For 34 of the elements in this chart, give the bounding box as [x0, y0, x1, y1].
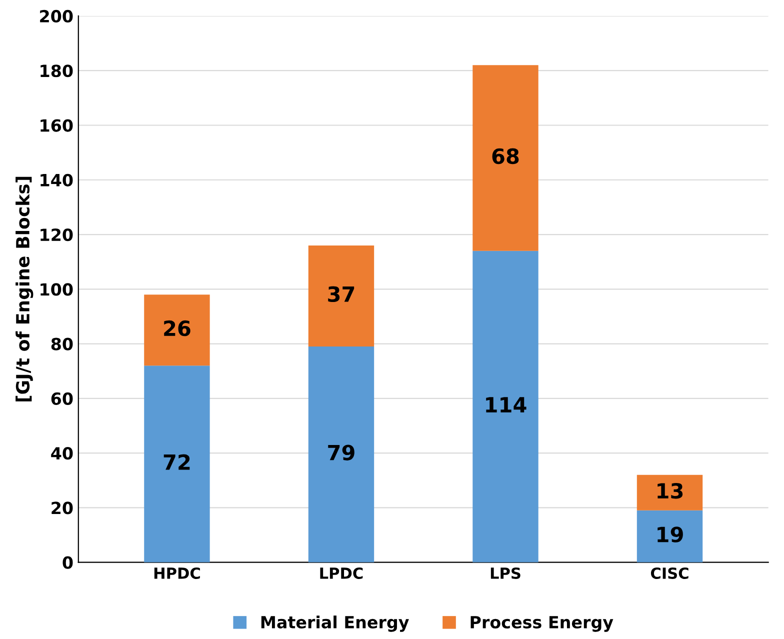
x-tick-label: CISC [650, 567, 688, 580]
y-tick-label: 0 [62, 556, 73, 569]
x-tick-label: HPDC [154, 567, 200, 580]
data-label: 114 [486, 397, 526, 412]
data-label: 68 [492, 148, 519, 164]
bar [308, 245, 374, 347]
y-tick-label: 200 [40, 10, 73, 23]
legend-label: Process Energy [470, 616, 614, 632]
y-tick-label: 140 [40, 174, 73, 186]
bar [636, 510, 703, 562]
bar [144, 294, 210, 366]
bar [636, 474, 703, 510]
bar [472, 250, 538, 562]
y-axis-title: [GJ/t of Engine Blocks] [16, 176, 34, 402]
data-label: 13 [658, 482, 683, 499]
y-tick-label: 180 [40, 64, 73, 78]
y-tick-label: 100 [40, 283, 73, 296]
bar [472, 65, 538, 251]
y-tick-label: 80 [51, 338, 73, 350]
y-tick-label: 160 [40, 119, 73, 132]
y-tick-label: 60 [51, 392, 73, 405]
y-tick-label: 120 [40, 228, 73, 242]
legend-label: Material Energy [261, 616, 409, 632]
x-tick-label: LPS [490, 567, 520, 580]
data-label: 19 [658, 526, 683, 542]
bar [144, 366, 210, 562]
data-label: 72 [164, 454, 190, 470]
x-tick-label: LPDC [320, 567, 363, 580]
y-tick-label: 20 [52, 502, 73, 514]
y-tick-label: 40 [51, 447, 73, 460]
bar [308, 346, 374, 562]
data-label: 26 [164, 320, 190, 336]
data-label: 37 [328, 286, 354, 302]
data-label: 79 [328, 444, 354, 460]
